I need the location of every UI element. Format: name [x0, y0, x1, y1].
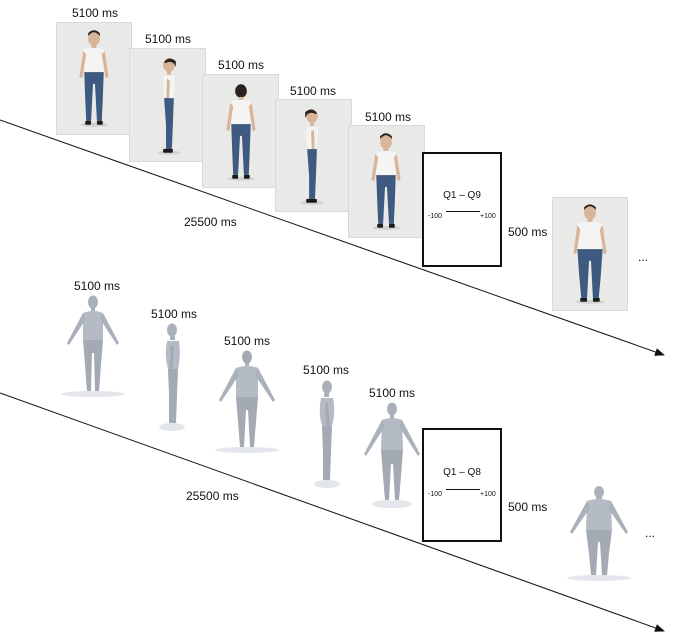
- photo-frame-2-duration: 5100 ms: [145, 32, 192, 46]
- avatar-frame-1-duration: 5100 ms: [74, 279, 121, 293]
- avatar-side-figure: [159, 323, 185, 431]
- avatar-frame-4: [305, 380, 350, 490]
- woman-front-photo: [371, 133, 401, 230]
- avatar-frame-5: [357, 402, 427, 510]
- avatar-frame-4-duration: 5100 ms: [303, 363, 350, 377]
- woman-front-photo: [79, 30, 109, 127]
- photo-frame-2: [129, 48, 206, 162]
- avatar-back-figure: [215, 350, 279, 453]
- avatar-interval-duration: 500 ms: [508, 500, 548, 514]
- photo-frame-4-duration: 5100 ms: [290, 84, 337, 98]
- question-card-avatar: Q1 – Q8 -100 +100: [422, 428, 502, 542]
- photo-frame-5: [348, 125, 425, 238]
- scale-min-label: -100: [428, 491, 443, 498]
- photo-interval-duration: 500 ms: [508, 225, 548, 239]
- question-card-photo: Q1 – Q9 -100 +100: [422, 152, 502, 267]
- timeline-arrow-photo: [0, 119, 665, 356]
- photo-frame-4: [275, 99, 352, 212]
- avatar-next-trial: [564, 486, 634, 584]
- question-card-title: Q1 – Q9: [443, 190, 481, 201]
- avatar-frame-2: [150, 323, 195, 433]
- avatar-frame-5-duration: 5100 ms: [369, 386, 416, 400]
- woman-side-photo: [157, 58, 181, 155]
- avatar-front-figure: [567, 486, 631, 581]
- scale-max-label: +100: [480, 491, 496, 498]
- avatar-front-figure: [61, 295, 125, 397]
- rating-scale-line: [446, 211, 480, 212]
- photo-next-trial: [552, 197, 628, 311]
- woman-front-photo: [573, 204, 607, 304]
- avatar-continuation-ellipsis: ...: [645, 526, 656, 540]
- woman-back-photo: [226, 84, 256, 181]
- photo-total-duration: 25500 ms: [184, 215, 237, 229]
- photo-frame-3: [202, 74, 279, 188]
- scale-max-label: +100: [480, 213, 496, 220]
- avatar-frame-2-duration: 5100 ms: [151, 307, 198, 321]
- avatar-frame-3: [212, 350, 282, 455]
- avatar-frame-3-duration: 5100 ms: [224, 334, 271, 348]
- photo-frame-1-duration: 5100 ms: [72, 6, 119, 20]
- scale-min-label: -100: [428, 213, 443, 220]
- question-card-title: Q1 – Q8: [443, 467, 481, 478]
- timeline-arrow-avatar: [0, 392, 665, 632]
- avatar-frame-1: [58, 295, 128, 400]
- avatar-side-figure: [314, 380, 340, 488]
- avatar-front-figure: [364, 402, 420, 508]
- avatar-total-duration: 25500 ms: [186, 489, 239, 503]
- photo-continuation-ellipsis: ...: [638, 250, 649, 264]
- rating-scale-line: [446, 489, 480, 490]
- woman-side-photo: [300, 109, 324, 205]
- photo-frame-5-duration: 5100 ms: [365, 110, 412, 124]
- photo-frame-3-duration: 5100 ms: [218, 58, 265, 72]
- photo-frame-1: [56, 22, 132, 135]
